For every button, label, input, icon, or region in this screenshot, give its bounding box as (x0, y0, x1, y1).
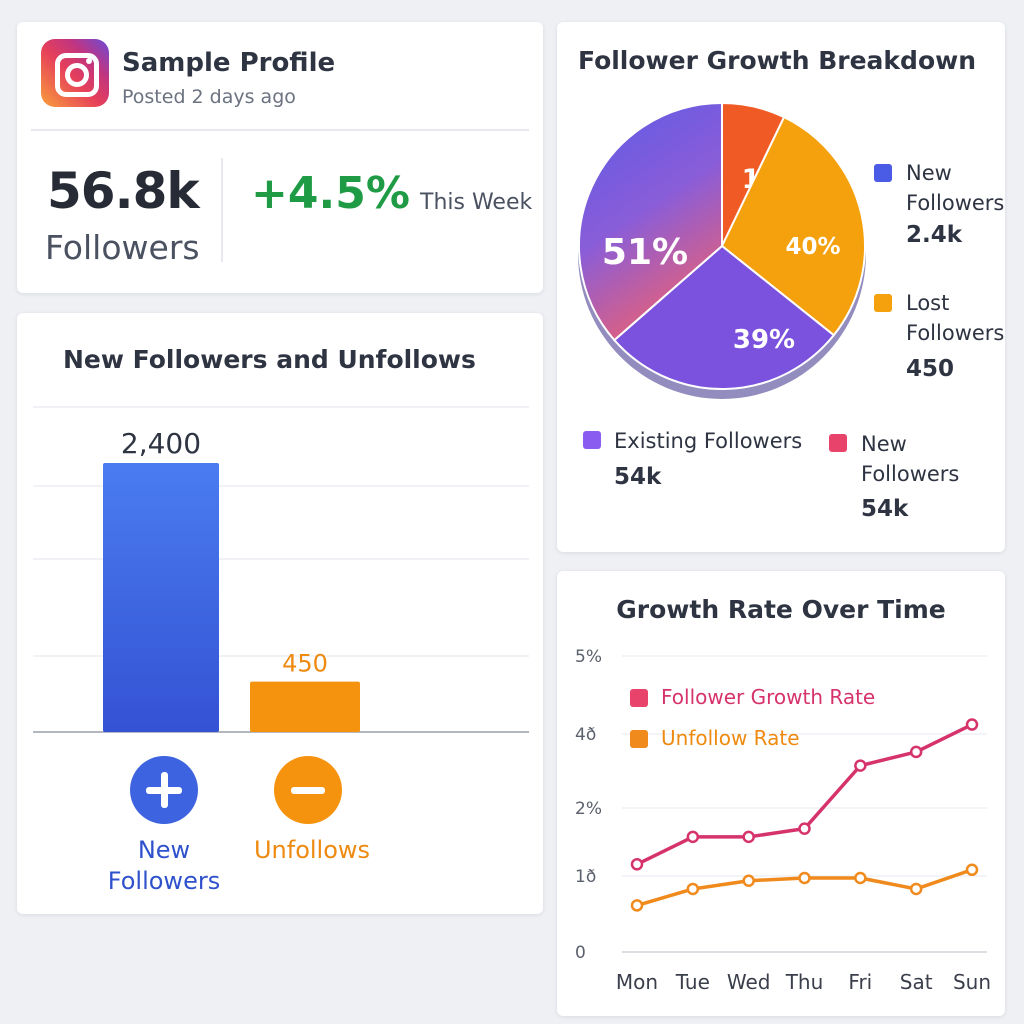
x-tick-label: Thu (785, 970, 824, 994)
x-tick-label: Sat (900, 970, 933, 994)
pie-chart: 10%40%39%51% (578, 101, 866, 399)
legend-swatch (583, 431, 601, 449)
bar-category-label: New Followers (107, 836, 221, 895)
bar-value-label: 450 (282, 650, 328, 678)
pie-slice (578, 101, 723, 342)
data-point (965, 863, 979, 877)
line-chart: 5% 4ð 2% 1ð 0 Mon Tue Wed Thu Fri Sat Sun (575, 647, 991, 994)
pie-slice-label: 51% (602, 232, 688, 273)
y-tick-label: 4ð (575, 725, 596, 745)
divider (221, 158, 223, 262)
legend-value: 2.4k (906, 222, 963, 248)
x-tick-label: Tue (675, 970, 710, 994)
plus-icon (130, 756, 198, 824)
data-point (630, 899, 644, 912)
followers-count: 56.8k (47, 162, 200, 220)
line-chart-title: Growth Rate Over Time (616, 595, 946, 624)
followers-label: Followers (45, 228, 200, 267)
line-chart-card: Growth Rate Over Time 5% 4ð 2% 1ð 0 Mon Tue Wed… (557, 571, 1005, 1016)
legend-label: Unfollow Rate (661, 726, 800, 750)
posted-time: Posted 2 days ago (122, 86, 296, 108)
weekly-growth-label: This Week (420, 190, 533, 215)
bar (250, 681, 360, 732)
data-point (965, 718, 979, 731)
pie-chart-title: Follower Growth Breakdown (578, 46, 977, 75)
legend-label: Existing Followers (614, 429, 803, 453)
profile-card: Sample Profile Posted 2 days ago 56.8k F… (17, 22, 543, 293)
legend-value: 54k (614, 464, 662, 490)
legend-swatch (874, 294, 892, 312)
y-tick-label: 1ð (575, 867, 596, 887)
pie-slice (720, 115, 866, 337)
legend-swatch (829, 434, 847, 452)
data-point (686, 830, 700, 844)
data-point (854, 871, 867, 885)
weekly-growth-value: +4.5% (251, 168, 410, 219)
x-tick-label: Fri (848, 970, 872, 994)
x-tick-label: Wed (727, 970, 771, 994)
bar-category-label: Unfollows (253, 836, 371, 864)
divider (31, 129, 529, 131)
legend-value: 450 (906, 356, 955, 382)
legend-label: New Followers (906, 161, 1005, 215)
x-tick-label: Mon (616, 970, 658, 994)
instagram-logo-icon (41, 39, 109, 107)
bar (103, 463, 219, 732)
pie-slice-label: 39% (733, 325, 795, 355)
data-point (854, 759, 867, 772)
y-tick-label: 0 (575, 943, 586, 963)
legend-swatch (630, 730, 648, 748)
legend-label: Lost Followers (906, 291, 1005, 345)
data-point (798, 822, 811, 835)
bar-chart-card: New Followers and Unfollows 2,400 450 New… (17, 313, 543, 914)
data-point (742, 830, 755, 844)
x-tick-label: Sun (953, 970, 991, 994)
legend-label: New Followers (861, 432, 960, 486)
data-point (630, 858, 644, 871)
profile-name: Sample Profile (122, 48, 336, 78)
data-point (798, 871, 811, 885)
data-point (909, 882, 923, 896)
y-tick-label: 5% (575, 647, 602, 667)
bar-chart: 2,400 450 (33, 406, 529, 733)
data-point (686, 882, 700, 896)
bar-value-label: 2,400 (121, 427, 201, 460)
data-point (742, 874, 755, 887)
legend-swatch (874, 164, 892, 182)
data-point (909, 745, 923, 759)
minus-icon (274, 756, 342, 824)
legend-value: 54k (861, 496, 909, 522)
pie-chart-card: Follower Growth Breakdown 10%40%39%51% N… (557, 22, 1005, 552)
legend-label: Follower Growth Rate (661, 685, 876, 709)
pie-slice (612, 244, 836, 390)
pie-slice-label: 40% (785, 234, 840, 260)
legend-swatch (630, 689, 648, 707)
bar-chart-title: New Followers and Unfollows (63, 345, 476, 374)
y-tick-label: 2% (575, 799, 602, 819)
